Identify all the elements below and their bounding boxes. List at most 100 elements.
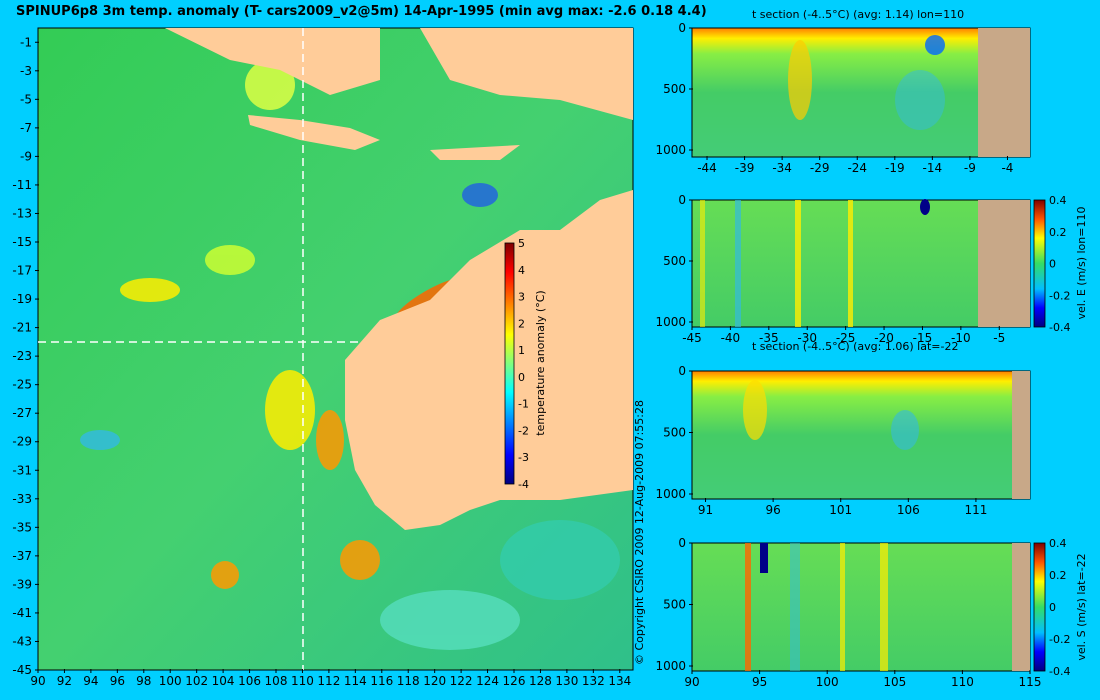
vel-e-lon-y-tick-label: 0 [678,193,686,207]
map-panel: 90 92 94 96 98 100 102 104 106 108 110 112 114 116 118… [12,27,634,688]
vel-s-lat-y-tick-label: 500 [663,598,686,612]
temperature-colorbar-tick-label: 2 [518,317,525,330]
t-section-lon-panel: -44 -39 -34 -29 -24 -19 -14 -9 -4 0 500 1000 [655,21,1031,175]
temperature-colorbar: 5 4 3 2 1 0 -1 -2 -3 -4 temperature anomaly (°C) [504,237,547,491]
t-section-lat-seafloor [1012,371,1030,499]
t-section-lon-x-tick-label: -4 [1001,161,1013,175]
map-y-tick-label: -11 [12,178,32,192]
map-x-tick-label: 114 [344,674,367,688]
vel-s-lat-seafloor [1012,543,1030,671]
temperature-colorbar-tick-label: -4 [518,478,529,491]
vel-s-colorbar [1033,542,1046,672]
map-x-tick-label: 98 [136,674,151,688]
vel-e-colorbar-label: vel. E (m/s) lon=110 [1075,207,1088,320]
t-section-lon-y-ticks: 0 500 1000 [655,21,693,157]
map-x-tick-label: 100 [159,674,182,688]
t-section-lon-y-tick-label: 0 [678,21,686,35]
temperature-colorbar-label: temperature anomaly (°C) [534,290,547,435]
map-y-tick-label: -9 [20,149,32,163]
t-section-lat-x-tick-label: 96 [765,503,780,517]
temperature-colorbar-tick-label: 0 [518,371,525,384]
t-section-lon-x-tick-label: -14 [923,161,943,175]
map-x-tick-label: 118 [397,674,420,688]
vel-s-lat-x-tick-label: 90 [684,675,699,689]
vel-e-lon-x-tick-label: -35 [759,331,779,345]
vel-e-lon-x-tick-label: -10 [951,331,971,345]
map-y-tick-label: -23 [12,349,32,363]
t-section-lat-y-tick-label: 1000 [655,487,686,501]
t-section-lon-seafloor [978,28,1030,157]
vel-e-colorbar [1033,199,1046,328]
map-y-tick-label: -27 [12,406,32,420]
t-section-lat-x-tick-label: 106 [897,503,920,517]
lesser-sunda-landmass [430,145,520,160]
t-section-lon-plot-area [691,27,1031,158]
t-section-lon-x-tick-label: -24 [847,161,867,175]
borneo-landmass [420,28,633,120]
map-y-tick-label: -21 [12,321,32,335]
t-section-lat-title: t section (-4..5°C) (avg: 1.06) lat=-22 [752,340,959,353]
t-section-lat-y-ticks: 0 500 1000 [655,364,693,501]
vel-e-colorbar-tick-label: 0 [1049,258,1056,271]
vel-e-colorbar-tick-label: 0.2 [1049,226,1067,239]
map-y-tick-label: -7 [20,121,32,135]
map-y-tick-label: -45 [12,663,32,677]
vel-e-lon-x-tick-label: -25 [836,331,856,345]
map-y-tick-label: -5 [20,92,32,106]
temperature-colorbar-ticks: 5 4 3 2 1 0 -1 -2 -3 -4 [518,237,529,491]
map-x-tick-label: 128 [529,674,552,688]
map-x-tick-label: 120 [423,674,446,688]
t-section-lon-title: t section (-4..5°C) (avg: 1.14) lon=110 [752,8,965,21]
vel-s-colorbar-tick-label: 0 [1049,601,1056,614]
map-x-tick-label: 132 [582,674,605,688]
vel-e-lon-plot-area [691,199,1031,328]
vel-e-lon-seafloor [978,200,1030,327]
vel-s-lat-x-tick-label: 100 [816,675,839,689]
vel-s-colorbar-tick-label: -0.4 [1049,665,1070,678]
t-section-lat-panel: 91 96 101 106 111 0 500 1000 [655,364,1031,517]
vel-e-lon-y-tick-label: 500 [663,254,686,268]
temperature-colorbar-gradient [504,242,515,485]
map-y-tick-label: -39 [12,577,32,591]
t-section-lat-y-tick-label: 0 [678,364,686,378]
map-x-tick-label: 112 [317,674,340,688]
map-x-tick-label: 92 [57,674,72,688]
vel-e-colorbar-tick-label: 0.4 [1049,194,1067,207]
t-section-lon-x-tick-label: -39 [735,161,755,175]
temperature-colorbar-tick-label: 5 [518,237,525,250]
map-y-tick-label: -19 [12,292,32,306]
t-section-lon-x-tick-label: -44 [697,161,717,175]
map-x-tick-label: 90 [30,674,45,688]
vel-e-lon-x-tick-label: -45 [682,331,702,345]
vel-s-lat-x-tick-label: 95 [752,675,767,689]
vel-s-colorbar-ticks: 0.4 0.2 0 -0.2 -0.4 [1049,537,1070,678]
t-section-lat-y-tick-label: 500 [663,426,686,440]
map-x-tick-label: 124 [476,674,499,688]
t-section-lon-y-tick-label: 1000 [655,143,686,157]
map-y-tick-label: -35 [12,520,32,534]
map-y-tick-label: -13 [12,206,32,220]
map-y-tick-label: -3 [20,64,32,78]
t-section-lat-x-tick-label: 101 [829,503,852,517]
vel-s-colorbar-tick-label: -0.2 [1049,633,1070,646]
map-y-tick-label: -33 [12,492,32,506]
map-land [165,28,633,530]
map-x-tick-label: 106 [238,674,261,688]
t-section-lat-x-tick-label: 91 [698,503,713,517]
map-x-tick-label: 126 [503,674,526,688]
vel-e-lon-x-tick-label: -30 [797,331,817,345]
temperature-colorbar-tick-label: -3 [518,451,529,464]
sumatra-landmass [165,28,380,95]
t-section-lon-x-tick-label: -29 [810,161,830,175]
vel-s-colorbar-label: vel. S (m/s) lat=-22 [1075,553,1088,660]
vel-e-lon-y-tick-label: 1000 [655,315,686,329]
map-x-tick-label: 134 [608,674,631,688]
temperature-colorbar-tick-label: -2 [518,424,529,437]
map-y-tick-label: -1 [20,35,32,49]
map-x-tick-label: 108 [265,674,288,688]
t-section-lon-x-tick-label: -19 [885,161,905,175]
main-title: SPINUP6p8 3m temp. anomaly (T- cars2009_… [16,4,707,19]
temperature-colorbar-tick-label: 3 [518,291,525,304]
map-x-tick-label: 116 [370,674,393,688]
